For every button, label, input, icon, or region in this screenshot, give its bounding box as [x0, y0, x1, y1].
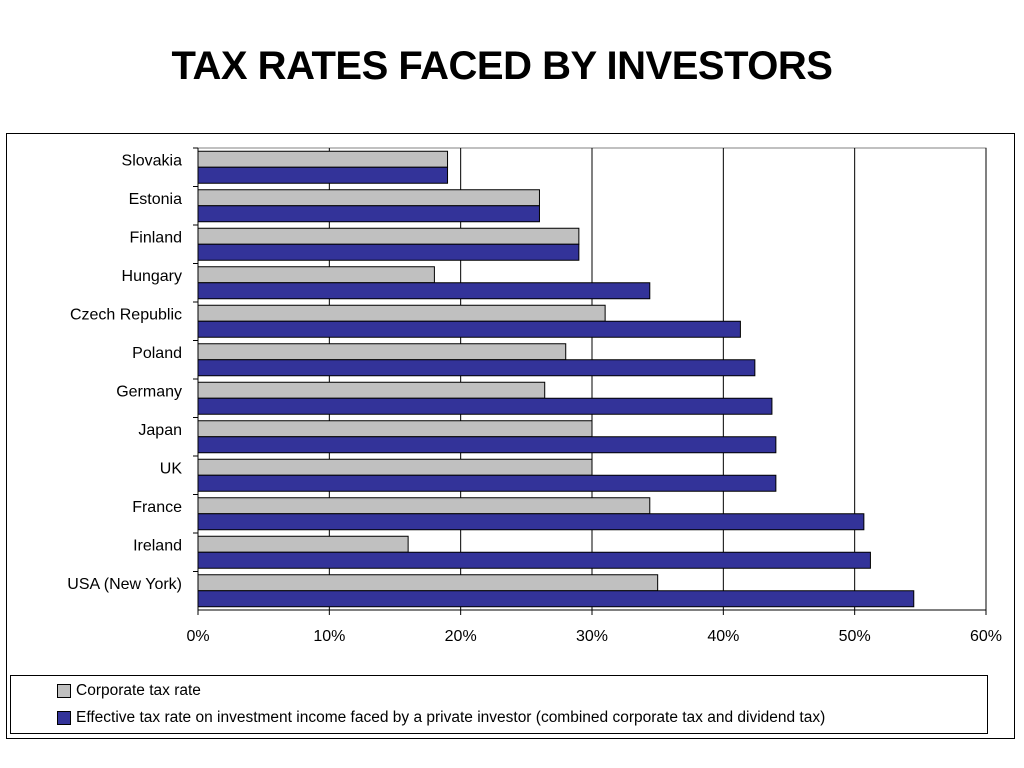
bar-effective [197, 590, 915, 608]
bar-corporate [197, 227, 580, 245]
legend-swatch-effective [57, 711, 71, 725]
y-category-label: Hungary [122, 268, 182, 285]
legend-label-corporate: Corporate tax rate [76, 682, 201, 699]
y-category-label: Germany [116, 383, 182, 400]
bar-effective [197, 359, 756, 377]
y-category-label: Poland [132, 345, 182, 362]
x-tick-label: 60% [970, 628, 1002, 645]
bar-corporate [197, 535, 409, 553]
bar-effective [197, 436, 777, 454]
legend-label-effective: Effective tax rate on investment income … [76, 709, 826, 726]
y-category-label: Finland [130, 229, 182, 246]
legend-item-corporate: Corporate tax rate [57, 682, 201, 700]
bar-effective [197, 166, 449, 184]
y-category-label: Estonia [129, 191, 182, 208]
y-category-label: Slovakia [122, 152, 183, 169]
bar-corporate [197, 574, 659, 592]
bar-effective [197, 205, 540, 223]
y-category-label: France [132, 499, 182, 516]
bar-effective [197, 243, 580, 261]
x-tick-label: 50% [839, 628, 871, 645]
y-category-label: UK [160, 460, 183, 477]
x-tick-label: 20% [445, 628, 477, 645]
bar-corporate [197, 189, 540, 207]
legend-item-effective: Effective tax rate on investment income … [57, 709, 825, 727]
x-tick-label: 40% [707, 628, 739, 645]
bar-corporate [197, 266, 435, 284]
bar-corporate [197, 381, 546, 399]
bar-effective [197, 397, 773, 415]
bar-effective [197, 282, 651, 300]
bar-effective [197, 474, 777, 492]
bar-effective [197, 513, 865, 531]
y-category-label: Czech Republic [70, 306, 182, 323]
y-category-label: USA (New York) [67, 576, 182, 593]
x-tick-label: 0% [186, 628, 209, 645]
bar-effective [197, 551, 871, 569]
bar-corporate [197, 343, 567, 361]
x-tick-label: 10% [313, 628, 345, 645]
bar-corporate [197, 150, 449, 168]
bar-corporate [197, 420, 593, 438]
page-title: TAX RATES FACED BY INVESTORS [171, 44, 833, 88]
y-category-label: Ireland [133, 537, 182, 554]
bar-corporate [197, 497, 651, 515]
bar-effective [197, 320, 741, 338]
y-category-label: Japan [138, 422, 182, 439]
legend-swatch-corporate [57, 684, 71, 698]
bar-corporate [197, 458, 593, 476]
bar-corporate [197, 304, 606, 322]
chart-legend: Corporate tax rate Effective tax rate on… [10, 675, 988, 734]
x-tick-label: 30% [576, 628, 608, 645]
